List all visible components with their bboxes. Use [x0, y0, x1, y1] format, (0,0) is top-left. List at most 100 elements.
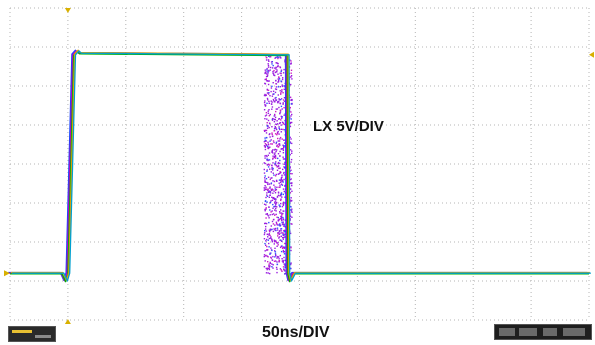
- jitter-dot: [283, 256, 285, 259]
- jitter-dot: [283, 129, 286, 131]
- jitter-dot: [278, 224, 280, 226]
- jitter-dot: [269, 228, 272, 230]
- jitter-dot: [281, 247, 284, 249]
- jitter-dot: [268, 268, 271, 271]
- jitter-dot: [278, 237, 280, 239]
- jitter-dot: [264, 139, 266, 141]
- jitter-dot: [290, 103, 293, 105]
- jitter-dot: [275, 157, 277, 159]
- jitter-dot: [279, 181, 282, 184]
- jitter-dot: [276, 108, 279, 110]
- jitter-dot: [269, 95, 271, 97]
- jitter-dot: [273, 153, 276, 155]
- jitter-dot: [274, 227, 277, 230]
- jitter-dot: [267, 183, 269, 186]
- waveform-traces: [8, 49, 591, 283]
- jitter-dot: [281, 179, 283, 181]
- jitter-dot: [269, 69, 271, 71]
- jitter-dot: [264, 104, 266, 106]
- jitter-dot: [275, 150, 277, 153]
- jitter-dot: [284, 219, 286, 221]
- jitter-dot: [291, 208, 293, 210]
- jitter-dot: [266, 249, 268, 251]
- jitter-dot: [274, 152, 276, 154]
- jitter-dot: [277, 191, 280, 193]
- jitter-dot: [271, 101, 273, 103]
- jitter-dot: [277, 86, 280, 88]
- jitter-dot: [268, 267, 270, 270]
- jitter-dot: [264, 115, 267, 117]
- jitter-dot: [265, 132, 268, 134]
- jitter-dot: [282, 128, 284, 131]
- jitter-dot: [289, 106, 291, 109]
- jitter-dot: [272, 152, 274, 154]
- jitter-dot: [274, 118, 276, 121]
- jitter-dot: [280, 217, 283, 219]
- jitter-dot: [271, 177, 273, 179]
- jitter-dot: [275, 202, 277, 204]
- jitter-dot: [274, 127, 276, 129]
- jitter-dot: [278, 99, 281, 101]
- jitter-dot: [272, 72, 274, 74]
- jitter-dot: [279, 66, 281, 68]
- jitter-dot: [263, 203, 266, 205]
- jitter-dot: [280, 217, 282, 220]
- jitter-dot: [265, 104, 267, 106]
- jitter-dot: [267, 182, 269, 184]
- jitter-dot: [279, 212, 281, 214]
- jitter-dot: [267, 191, 270, 193]
- jitter-dot: [290, 83, 292, 86]
- jitter-dot: [274, 97, 276, 99]
- jitter-dot: [276, 196, 279, 198]
- trigger-position-marker: [64, 8, 71, 13]
- jitter-dot: [290, 72, 292, 74]
- jitter-dot: [268, 263, 270, 265]
- jitter-dot: [272, 169, 274, 171]
- jitter-dot: [282, 216, 284, 219]
- jitter-dot: [284, 230, 286, 232]
- jitter-dot: [277, 56, 279, 59]
- jitter-dot: [284, 236, 286, 238]
- jitter-dot: [277, 235, 279, 237]
- jitter-dot: [279, 239, 281, 241]
- jitter-dot: [283, 224, 285, 226]
- jitter-dot: [271, 63, 273, 65]
- jitter-dot: [272, 158, 274, 160]
- jitter-dot: [264, 78, 266, 81]
- jitter-dot: [282, 168, 284, 171]
- jitter-dot: [276, 120, 278, 122]
- jitter-dot: [283, 166, 285, 168]
- jitter-dot: [273, 69, 275, 72]
- jitter-dot: [290, 75, 293, 77]
- jitter-dot: [277, 161, 280, 164]
- jitter-dot: [280, 69, 283, 71]
- jitter-dot: [268, 206, 270, 208]
- jitter-dot: [266, 158, 268, 160]
- jitter-dot: [280, 148, 282, 150]
- jitter-dot: [266, 144, 268, 147]
- jitter-dot: [264, 200, 267, 202]
- jitter-dot: [274, 253, 277, 255]
- jitter-dot: [273, 118, 276, 121]
- jitter-dot: [265, 225, 267, 228]
- jitter-dot: [277, 146, 279, 148]
- jitter-dot: [274, 155, 277, 158]
- jitter-dot: [283, 68, 285, 71]
- jitter-dot: [267, 261, 269, 263]
- jitter-dot: [272, 93, 274, 95]
- jitter-dot: [264, 260, 266, 262]
- jitter-dot: [266, 213, 268, 215]
- jitter-dot: [270, 238, 273, 240]
- jitter-dot: [276, 245, 278, 247]
- jitter-dot: [266, 88, 268, 91]
- jitter-dot: [270, 237, 272, 239]
- jitter-dot: [263, 233, 266, 236]
- jitter-dot: [279, 179, 282, 181]
- jitter-dot: [271, 266, 273, 268]
- jitter-dot: [282, 72, 285, 74]
- jitter-dot: [267, 147, 270, 150]
- jitter-dot: [283, 114, 285, 116]
- jitter-dot: [264, 185, 266, 187]
- jitter-dot: [264, 188, 267, 191]
- jitter-dot: [269, 201, 272, 204]
